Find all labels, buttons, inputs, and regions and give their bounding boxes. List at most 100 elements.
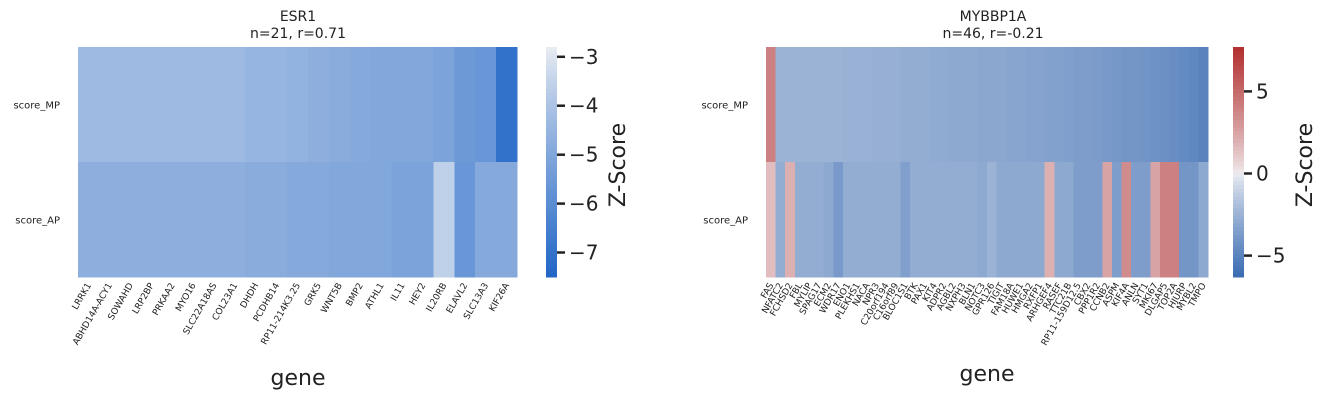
colorbar-segment — [1233, 100, 1244, 106]
colorbar-tick-label: 0 — [1256, 162, 1269, 186]
colorbar-segment — [1233, 254, 1244, 259]
colorbar-tick-label: −5 — [569, 143, 598, 167]
heatmap-cell-score_MP-ECM2 — [823, 47, 834, 163]
colorbar-segment — [1233, 196, 1244, 201]
heatmap-cell-score_MP-FAS — [766, 47, 777, 163]
colorbar-tick-label: −7 — [569, 241, 598, 265]
heatmap-cell-score_AP-ELAVL2 — [454, 162, 476, 278]
colorbar-segment — [1233, 81, 1244, 86]
heatmap-cell-score_AP-TMPO — [1198, 162, 1209, 278]
heatmap-cell-score_AP-C20orf194 — [881, 162, 892, 278]
heatmap-cell-score_MP-NACA — [862, 47, 873, 163]
colorbar-segment — [546, 131, 557, 136]
x-tick-GRK5: GRK5 — [303, 282, 324, 309]
heatmap-cell-score_MP-WDR17 — [833, 47, 844, 163]
chart-subtitle: n=46, r=-0.21 — [942, 26, 1043, 42]
chart-title: MYBBP1A — [960, 9, 1027, 25]
heatmap-cell-score_MP-PRKAA2 — [161, 47, 184, 163]
heatmap-cell-score_AP-SYT1 — [1140, 162, 1151, 278]
colorbar-segment — [546, 142, 557, 148]
heatmap-cell-score_AP-PLEKHS1 — [852, 162, 863, 278]
heatmap-cell-score_AP-FCHSD2 — [785, 162, 796, 278]
colorbar-label: Z-Score — [1293, 123, 1318, 207]
heatmap-cell-score_AP-COL23A1 — [224, 162, 246, 278]
colorbar-segment — [546, 204, 557, 209]
colorbar-segment — [546, 139, 557, 144]
colorbar-segment — [1233, 116, 1244, 121]
heatmap-cell-score_AP-WNT5B — [328, 162, 351, 278]
colorbar-tick-label: 5 — [1256, 79, 1269, 103]
colorbar-segment — [1233, 200, 1244, 205]
heatmap-cell-score_MP-NPR3 — [871, 47, 882, 163]
colorbar-segment — [1233, 70, 1244, 75]
heatmap-cell-score_AP-KIF26A — [496, 162, 518, 278]
heatmap-cell-score_AP-CCNB2 — [1102, 162, 1113, 278]
heatmap-cell-score_AP-ANLN — [1131, 162, 1142, 278]
heatmap-cell-score_MP-MYO16 — [182, 47, 205, 163]
colorbar-segment — [546, 62, 557, 67]
colorbar-segment — [546, 93, 557, 98]
colorbar-segment — [546, 158, 557, 163]
row-label-score_MP: score_MP — [701, 101, 748, 112]
x-tick-labels: FASNFATC2FCHSD2FBLMYLIPSPAG17ECM2WDR17EN… — [760, 281, 1209, 348]
heatmap-cell-score_MP-MYBL2 — [1188, 47, 1199, 163]
colorbar-segment — [546, 135, 557, 140]
heatmap-cell-score_AP-HEY2 — [412, 162, 434, 278]
heatmap-cell-score_AP-FAM18A — [1006, 162, 1017, 278]
heatmap-cell-score_AP-NPR3 — [871, 162, 882, 278]
heatmap-cell-score_MP-ASPM — [1111, 47, 1123, 163]
colorbar-segment — [546, 165, 557, 171]
colorbar-segment — [1233, 250, 1244, 255]
colorbar-segment — [546, 188, 557, 194]
colorbar-segment — [546, 154, 557, 159]
heatmap-cell-score_MP-HUWE1 — [1015, 47, 1027, 163]
heatmap-cell-score_AP-PPP1R2 — [1092, 162, 1103, 278]
colorbar-segment — [546, 173, 557, 178]
colorbar-segment — [546, 265, 557, 270]
x-tick-DHDH: DHDH — [239, 282, 261, 311]
colorbar-segment — [1233, 135, 1244, 140]
colorbar-segment — [1233, 177, 1244, 182]
colorbar-segment — [1233, 273, 1244, 278]
colorbar-segment — [1233, 246, 1244, 251]
heatmap-cell-score_MP-FAM18A — [1006, 47, 1017, 163]
colorbar-segment — [546, 208, 557, 213]
heatmap-cell-score_MP-ANLN — [1131, 47, 1142, 163]
heatmap-cell-score_AP-TOP2A — [1169, 162, 1180, 278]
heatmap-cell-score_AP-ATHL1 — [370, 162, 393, 278]
heatmap-cell-score_MP-ARHGEF4 — [1044, 47, 1055, 163]
colorbar-segment — [546, 89, 557, 94]
heatmap-cell-score_AP-TIGIT — [996, 162, 1007, 278]
colorbar-segment — [546, 227, 557, 232]
heatmap-cell-score_AP-C16orf89 — [890, 162, 902, 278]
colorbar: −3 −4 −5 −6 −7 — [546, 45, 598, 278]
x-tick-labels: LRRK1ABHD14A-ACY1SOWAHDLRP2BPPRKAA2MYO16… — [71, 281, 513, 347]
colorbar-segment — [1233, 77, 1244, 83]
heatmap-cell-score_AP-KIT4 — [929, 162, 940, 278]
heatmap-cell-score_AP-ABHD14A-ACY1 — [98, 162, 121, 278]
colorbar-segment — [546, 96, 557, 102]
colorbar-segment — [1233, 93, 1244, 98]
heatmap-cell-score_AP-IL11 — [391, 162, 414, 278]
heatmap-cell-score_AP-RP11-159D12.5 — [1073, 162, 1084, 278]
heatmap-cell-score_MP-SPAG17 — [814, 47, 825, 163]
heatmap-cell-score_MP-SYT1 — [1140, 47, 1151, 163]
colorbar-segment — [1233, 234, 1244, 240]
colorbar-segment — [1233, 215, 1244, 221]
colorbar-segment — [546, 123, 557, 129]
heatmap-cell-score_MP-DLGAP5 — [1159, 47, 1171, 163]
heatmap-panel-esr1: ESR1 n=21, r=0.71 score_MP score_AP LRRK1… — [13, 9, 631, 391]
colorbar-segment — [546, 58, 557, 63]
colorbar-tick-label: −3 — [569, 45, 598, 69]
colorbar-segment — [1233, 231, 1244, 236]
colorbar-segment — [1233, 66, 1244, 71]
heatmap-cell-score_MP-BMP2 — [349, 47, 372, 163]
x-axis-label: gene — [271, 366, 326, 391]
heatmap-cell-score_MP-GRK5 — [307, 47, 330, 163]
heatmap-cell-score_MP-MYLIP — [804, 47, 815, 163]
colorbar-segment — [1233, 192, 1244, 198]
x-tick-ATHL1: ATHL1 — [364, 282, 387, 312]
colorbar-segment — [546, 162, 557, 167]
heatmap-cell-score_AP-PAX1 — [919, 162, 930, 278]
heatmap-cell-score_MP-KIT4 — [929, 47, 940, 163]
